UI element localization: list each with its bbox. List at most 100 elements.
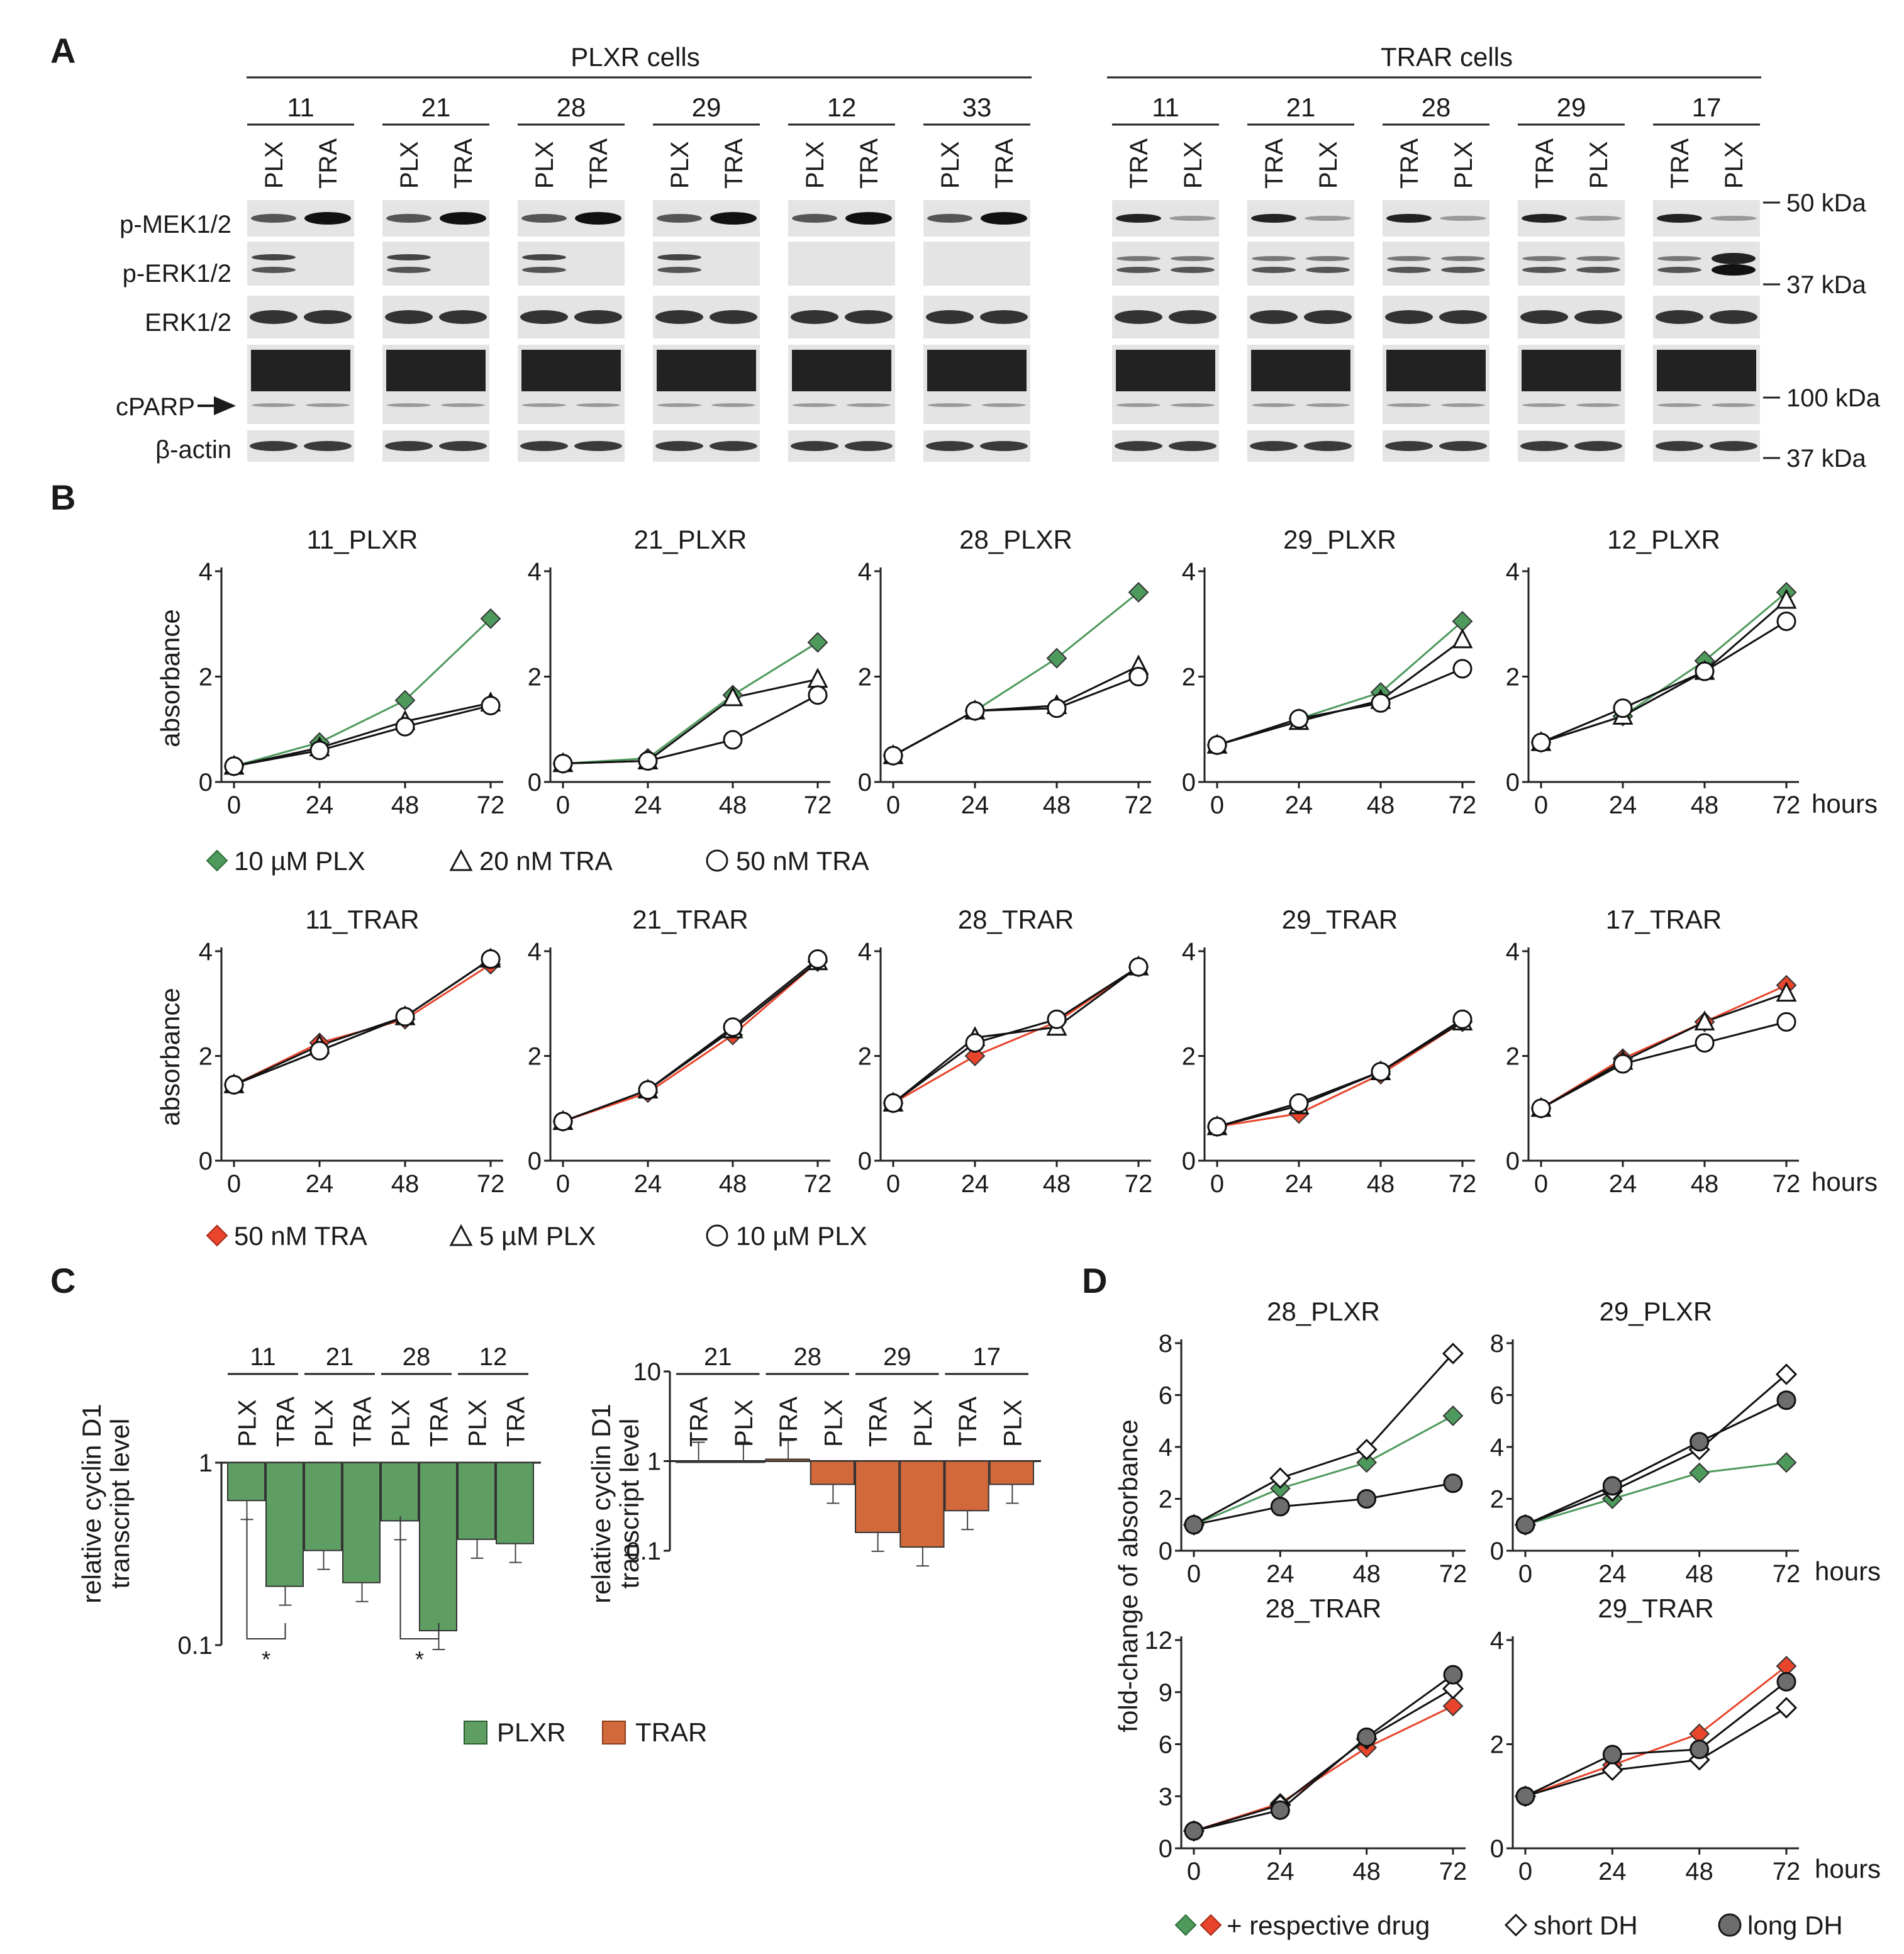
significance-bracket [246, 1516, 286, 1639]
chart-point [1184, 1821, 1204, 1841]
blot-strip [1247, 345, 1354, 424]
blot-band [522, 403, 566, 407]
series-line [1540, 620, 1787, 744]
chart-point [481, 949, 501, 969]
blot-strip [518, 296, 625, 338]
blot-row-label-erk: ERK1/2 [145, 309, 231, 337]
cyclin-ylabel-line1: relative cyclin D1 [77, 1404, 106, 1603]
bar-chart: 0.1 1 10 TRA PLX TRA PLX TRA PLX TRA PLX 21 28 29 17 [626, 1343, 1041, 1567]
chart-point [395, 717, 415, 737]
blot-strip [1518, 200, 1625, 237]
series-line [562, 958, 818, 1122]
x-tick-label: 48 [719, 1170, 747, 1198]
chart-point [1776, 1452, 1797, 1473]
chart-point [808, 949, 828, 969]
marker-100kda: 100 kDa [1786, 384, 1881, 412]
x-tick-label: 24 [1266, 1560, 1294, 1588]
blot-strip [518, 430, 625, 462]
chart-point [1452, 659, 1473, 679]
group-label: 28 [403, 1343, 431, 1371]
chart-point [1695, 661, 1715, 681]
y-tick-label: 2 [858, 1043, 872, 1071]
hours-label-d2: hours [1815, 1854, 1881, 1884]
blot-strip [653, 296, 760, 338]
y-tick-label: 4 [528, 558, 542, 586]
blot-strip [1518, 430, 1625, 462]
chart-point [309, 1041, 330, 1061]
y-tick-label: 2 [1159, 1486, 1172, 1514]
chart-point [1775, 1697, 1798, 1719]
blot-band [1116, 214, 1161, 223]
blot-band [711, 403, 755, 407]
group-label: 21 [326, 1343, 354, 1371]
blot-band [1116, 267, 1161, 273]
cparp-arrow-icon [198, 396, 237, 416]
x-tick-label: 0 [556, 1170, 570, 1198]
lane-label: PLX [531, 141, 559, 189]
y-tick-label: 2 [1490, 1731, 1504, 1759]
blot-band [1657, 214, 1702, 223]
chart-point [1128, 582, 1149, 603]
chart-point [1128, 667, 1149, 686]
lane-label: PLX [311, 1399, 338, 1447]
y-tick-label: 0 [1182, 1147, 1196, 1175]
blot-band [1306, 403, 1350, 407]
chart-title: 29_TRAR [1598, 1594, 1713, 1623]
series-line [1216, 1018, 1463, 1128]
series-line [1525, 1707, 1787, 1797]
significance-bracket [399, 1516, 440, 1639]
series-line [1193, 1482, 1454, 1526]
blot-band [710, 310, 757, 324]
y-tick-label: 2 [528, 664, 542, 691]
bar [419, 1462, 457, 1632]
marker-50kda: 50 kDa [1786, 189, 1866, 217]
blot-band [252, 254, 296, 260]
blot-band [1657, 267, 1701, 273]
blot-band [304, 212, 351, 225]
chart-point [1442, 1695, 1464, 1717]
blot-band [306, 403, 350, 407]
chart-point [224, 1075, 244, 1095]
blot-band [574, 441, 622, 451]
x-tick-label: 24 [1285, 791, 1313, 819]
y-tick-label: 0.1 [177, 1632, 213, 1660]
x-tick-label: 0 [1518, 1858, 1532, 1885]
chart-point [1531, 1098, 1551, 1119]
blot-band [1250, 310, 1298, 324]
blot-strips [247, 200, 1760, 462]
blot-strip [1247, 242, 1354, 286]
x-tick-label: 24 [1266, 1858, 1294, 1885]
bar [381, 1462, 419, 1522]
lane-label: TRA [426, 1397, 454, 1447]
y-tick-label: 2 [199, 1043, 213, 1071]
marker-37kda: 37 kDa [1786, 271, 1866, 299]
x-tick-label: 0 [1518, 1560, 1532, 1588]
chart-point [1601, 1759, 1623, 1782]
legend-label: 10 µM PLX [234, 846, 365, 876]
lane-label: PLX [464, 1399, 492, 1447]
chart-point [395, 1007, 415, 1027]
blot-strip [1653, 345, 1760, 424]
chart-point [309, 740, 330, 761]
blot-band [657, 254, 701, 260]
y-tick-label: 0 [1159, 1835, 1172, 1863]
y-tick-label: 0 [1506, 1147, 1520, 1175]
bar [720, 1460, 765, 1463]
bar [765, 1458, 810, 1462]
lane-label: PLX [1450, 141, 1478, 189]
series-line [893, 966, 1139, 1104]
lane-label: PLX [666, 141, 694, 189]
x-tick-label: 0 [1187, 1858, 1201, 1885]
x-tick-label: 48 [391, 1170, 420, 1198]
legend-label: 10 µM PLX [736, 1221, 867, 1251]
bar [810, 1460, 855, 1485]
y-tick-label: 0 [1490, 1835, 1504, 1863]
blot-strip [1383, 242, 1489, 286]
blot-strip [518, 345, 625, 424]
blot-band [252, 403, 296, 407]
